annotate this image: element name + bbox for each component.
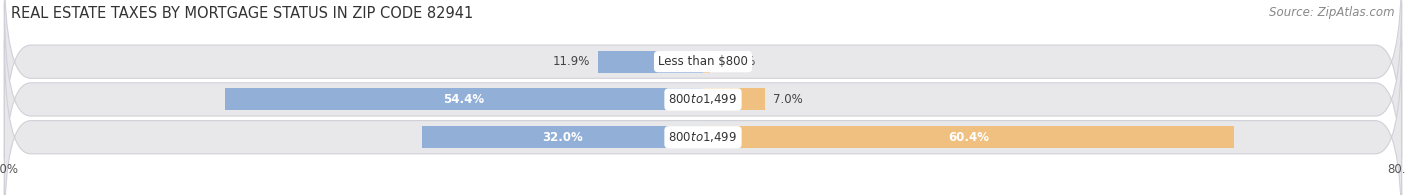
Text: Less than $800: Less than $800 <box>658 55 748 68</box>
Text: $800 to $1,499: $800 to $1,499 <box>668 130 738 144</box>
Text: 32.0%: 32.0% <box>543 131 582 144</box>
FancyBboxPatch shape <box>4 3 1402 195</box>
Text: REAL ESTATE TAXES BY MORTGAGE STATUS IN ZIP CODE 82941: REAL ESTATE TAXES BY MORTGAGE STATUS IN … <box>11 6 474 21</box>
FancyBboxPatch shape <box>4 0 1402 158</box>
Bar <box>422 126 703 148</box>
Text: $800 to $1,499: $800 to $1,499 <box>668 92 738 106</box>
Bar <box>703 89 765 110</box>
Bar <box>599 51 703 73</box>
Bar <box>703 126 1234 148</box>
Text: 0.74%: 0.74% <box>718 55 755 68</box>
Text: 60.4%: 60.4% <box>948 131 988 144</box>
FancyBboxPatch shape <box>4 41 1402 195</box>
Text: 54.4%: 54.4% <box>443 93 485 106</box>
Text: 7.0%: 7.0% <box>773 93 803 106</box>
Text: 11.9%: 11.9% <box>553 55 589 68</box>
Text: Source: ZipAtlas.com: Source: ZipAtlas.com <box>1270 6 1395 19</box>
Bar <box>703 51 710 73</box>
Bar <box>225 89 703 110</box>
